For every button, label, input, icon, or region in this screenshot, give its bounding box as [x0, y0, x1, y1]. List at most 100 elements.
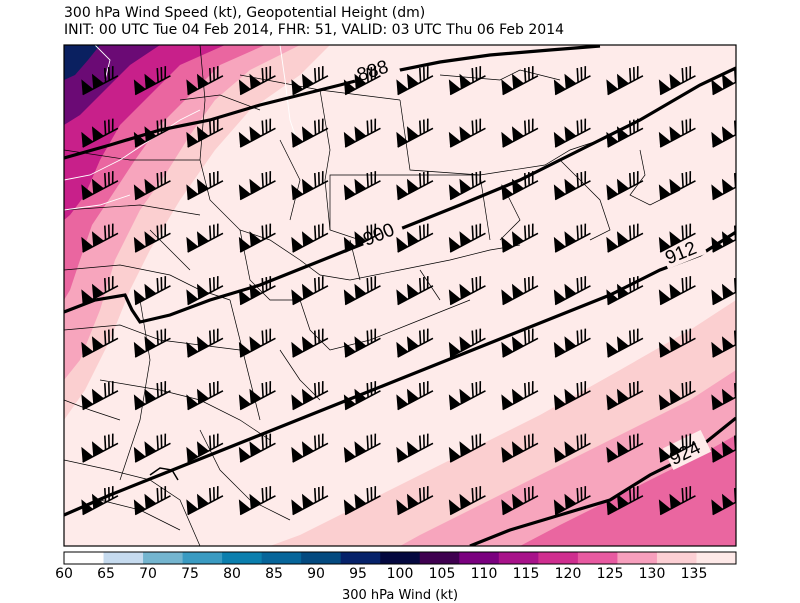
wind-barb — [501, 381, 539, 411]
wind-barb — [553, 276, 591, 306]
wind-barb — [553, 223, 591, 253]
wind-barb — [501, 118, 539, 148]
wind-barb — [501, 433, 539, 463]
wind-barb — [238, 328, 276, 358]
colorbar-tick-label: 100 — [386, 566, 414, 582]
wind-barb — [186, 433, 224, 463]
wind-barb — [658, 433, 696, 463]
wind-barb — [396, 486, 434, 516]
wind-barb — [81, 433, 119, 463]
wind-barb — [238, 433, 276, 463]
wind-barb — [133, 223, 171, 253]
wind-barb — [501, 171, 539, 201]
wind-barb — [343, 433, 381, 463]
wind-barb — [186, 171, 224, 201]
wind-barb — [448, 433, 486, 463]
colorbar-swatch — [419, 552, 460, 564]
colorbar-swatch — [261, 552, 302, 564]
wind-barb — [396, 171, 434, 201]
colorbar-title: 300 hPa Wind (kt) — [341, 588, 459, 603]
wind-barbs — [81, 66, 736, 516]
wind-barb — [501, 223, 539, 253]
wind-barb — [396, 328, 434, 358]
wind-barb — [133, 276, 171, 306]
wind-barb — [448, 381, 486, 411]
wind-barb — [238, 66, 276, 96]
wind-barb — [606, 66, 644, 96]
wind-barb — [238, 486, 276, 516]
wind-barb — [606, 171, 644, 201]
contour-labels: 888 900 912 924 — [349, 49, 712, 470]
wind-barb — [343, 223, 381, 253]
wind-barb — [606, 223, 644, 253]
wind-barb — [553, 171, 591, 201]
wind-fill-se-115 — [520, 435, 736, 546]
colorbar-swatch — [103, 552, 144, 564]
wind-barb — [553, 381, 591, 411]
wind-barb — [291, 433, 329, 463]
wind-barb — [501, 486, 539, 516]
colorbar — [64, 552, 737, 564]
wind-barb — [81, 66, 119, 96]
wind-barb — [343, 486, 381, 516]
wind-barb — [606, 276, 644, 306]
colorbar-swatch — [182, 552, 223, 564]
wind-barb — [238, 381, 276, 411]
colorbar-tick-label: 80 — [223, 566, 241, 582]
colorbar-swatch — [656, 552, 697, 564]
wind-barb — [448, 223, 486, 253]
wind-barb — [553, 486, 591, 516]
colorbar-swatch — [498, 552, 539, 564]
wind-barb — [711, 118, 736, 148]
wind-barb — [133, 171, 171, 201]
colorbar-swatch — [222, 552, 263, 564]
wind-barb — [606, 433, 644, 463]
wind-barb — [711, 381, 736, 411]
wind-barb — [501, 66, 539, 96]
colorbar-tick-label: 120 — [554, 566, 582, 582]
wind-barb — [448, 276, 486, 306]
wind-barb — [711, 66, 736, 96]
wind-barb — [186, 486, 224, 516]
wind-barb — [81, 276, 119, 306]
wind-barb — [501, 328, 539, 358]
wind-barb — [658, 223, 696, 253]
wind-barb — [606, 118, 644, 148]
wind-barb — [448, 171, 486, 201]
colorbar-tick-label: 65 — [97, 566, 115, 582]
wind-barb — [343, 276, 381, 306]
wind-barb — [501, 276, 539, 306]
wind-barb — [186, 276, 224, 306]
colorbar-tick-label: 110 — [470, 566, 498, 582]
map-frame — [63, 44, 737, 547]
wind-barb — [81, 328, 119, 358]
wind-barb — [553, 66, 591, 96]
wind-barb — [448, 328, 486, 358]
wind-barb — [396, 381, 434, 411]
wind-barb — [133, 328, 171, 358]
wind-barb — [711, 223, 736, 253]
colorbar-swatch — [143, 552, 184, 564]
wind-barb — [606, 486, 644, 516]
colorbar-tick-label: 125 — [596, 566, 624, 582]
wind-barb — [396, 433, 434, 463]
wind-barb — [711, 486, 736, 516]
colorbar-tick-label: 85 — [265, 566, 283, 582]
colorbar-tick-label: 135 — [680, 566, 708, 582]
wind-barb — [186, 381, 224, 411]
wind-barb — [658, 381, 696, 411]
wind-barb — [291, 381, 329, 411]
wind-barb — [553, 433, 591, 463]
colorbar-swatch — [459, 552, 500, 564]
wind-barb — [81, 223, 119, 253]
wind-barb — [238, 223, 276, 253]
wind-barb — [606, 381, 644, 411]
wind-barb — [396, 223, 434, 253]
colorbar-frame — [63, 551, 737, 565]
colorbar-tick-label: 115 — [512, 566, 540, 582]
wind-barb — [396, 118, 434, 148]
wind-barb — [396, 66, 434, 96]
wind-fill-105 — [64, 45, 160, 125]
colorbar-tick-label: 70 — [139, 566, 157, 582]
